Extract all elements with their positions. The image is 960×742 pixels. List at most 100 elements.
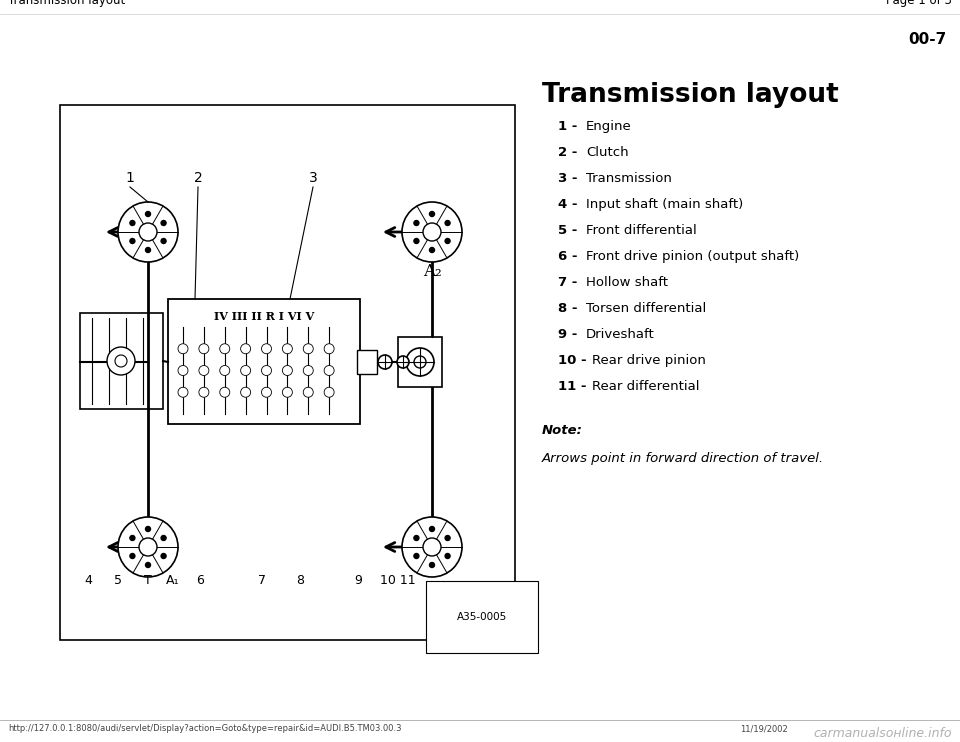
Text: 3: 3 [308,171,318,185]
Circle shape [161,554,166,559]
Circle shape [406,348,434,376]
Text: 7 -: 7 - [558,276,582,289]
Text: Arrows point in forward direction of travel.: Arrows point in forward direction of tra… [542,452,824,465]
Text: carmanualsонline.info: carmanualsонline.info [813,727,952,740]
Circle shape [241,366,251,375]
Text: 3 -: 3 - [558,172,582,185]
Circle shape [378,355,392,369]
Circle shape [324,387,334,397]
Text: 5: 5 [114,574,122,587]
Circle shape [139,223,157,241]
Text: Input shaft (main shaft): Input shaft (main shaft) [586,198,743,211]
Circle shape [161,536,166,540]
Text: A₂: A₂ [422,263,442,280]
Circle shape [445,238,450,243]
Circle shape [178,366,188,375]
Text: 2 -: 2 - [558,146,582,159]
Text: Transmission: Transmission [586,172,672,185]
Circle shape [161,238,166,243]
Text: Transmission layout: Transmission layout [542,82,839,108]
Circle shape [118,517,178,577]
Text: Transmission layout: Transmission layout [8,0,125,7]
Circle shape [429,211,435,217]
Text: Driveshaft: Driveshaft [586,328,655,341]
Circle shape [423,538,441,556]
Circle shape [130,238,135,243]
Bar [357,350,377,374]
Text: Front differential: Front differential [586,224,697,237]
Text: A₁: A₁ [166,574,180,587]
Circle shape [139,538,157,556]
Circle shape [282,366,293,375]
Text: 00-7: 00-7 [908,32,947,47]
Text: Page 1 of 3: Page 1 of 3 [886,0,952,7]
Circle shape [429,562,435,568]
Text: 2: 2 [194,171,203,185]
Bar [398,337,442,387]
Text: 10 11: 10 11 [380,574,416,587]
Text: 10 -: 10 - [558,354,591,367]
Circle shape [303,366,313,375]
Circle shape [429,248,435,252]
Circle shape [429,527,435,531]
Circle shape [303,344,313,354]
Circle shape [130,536,135,540]
Text: 11/19/2002: 11/19/2002 [740,724,788,733]
Circle shape [414,536,419,540]
Text: 6: 6 [196,574,204,587]
Text: Clutch: Clutch [586,146,629,159]
Text: A35-0005: A35-0005 [457,612,507,622]
Circle shape [146,527,151,531]
Circle shape [261,387,272,397]
Text: 9: 9 [354,574,362,587]
Circle shape [445,536,450,540]
Text: Front drive pinion (output shaft): Front drive pinion (output shaft) [586,250,800,263]
Text: 8 -: 8 - [558,302,582,315]
Circle shape [324,344,334,354]
Text: Rear drive pinion: Rear drive pinion [592,354,706,367]
Circle shape [282,387,293,397]
Circle shape [414,356,426,368]
Text: 5 -: 5 - [558,224,582,237]
Circle shape [414,238,419,243]
Circle shape [241,344,251,354]
Circle shape [220,387,229,397]
Text: Hollow shaft: Hollow shaft [586,276,668,289]
Circle shape [397,356,409,368]
Circle shape [146,562,151,568]
Circle shape [423,223,441,241]
Circle shape [445,554,450,559]
Circle shape [402,202,462,262]
Circle shape [220,366,229,375]
Circle shape [161,220,166,226]
Circle shape [178,387,188,397]
Text: IV III II R I VI V: IV III II R I VI V [214,312,314,323]
Text: 8: 8 [296,574,304,587]
Circle shape [178,344,188,354]
Text: 11 -: 11 - [558,380,591,393]
Circle shape [303,387,313,397]
Circle shape [107,347,135,375]
Circle shape [261,344,272,354]
Circle shape [445,220,450,226]
Text: 6 -: 6 - [558,250,582,263]
Circle shape [146,248,151,252]
Circle shape [118,202,178,262]
Circle shape [414,554,419,559]
Circle shape [220,344,229,354]
Text: Engine: Engine [586,120,632,133]
Text: Note:: Note: [542,424,583,437]
Text: 4: 4 [84,574,92,587]
Bar [80,313,163,409]
Circle shape [130,220,135,226]
Circle shape [130,554,135,559]
Circle shape [414,220,419,226]
Circle shape [282,344,293,354]
Circle shape [199,344,209,354]
Bar [168,299,360,424]
Circle shape [241,387,251,397]
Text: 1 -: 1 - [558,120,582,133]
Text: 1: 1 [126,171,134,185]
Text: http://127.0.0.1:8080/audi/servlet/Display?action=Goto&type=repair&id=AUDI.B5.TM: http://127.0.0.1:8080/audi/servlet/Displ… [8,724,401,733]
Text: T: T [144,574,152,587]
